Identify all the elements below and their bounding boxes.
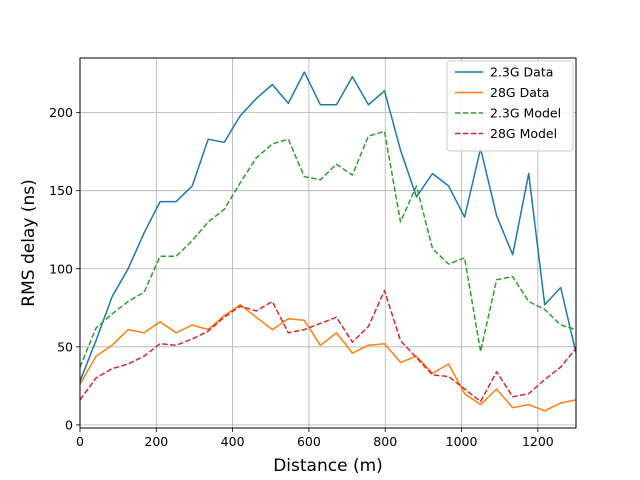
series-line-28g-model [79,289,577,403]
y-tick-label: 200 [49,105,73,120]
legend-label: 28G Data [490,85,549,100]
legend-label: 2.3G Data [490,65,553,80]
legend-label: 28G Model [490,126,557,141]
x-tick-label: 400 [221,434,245,449]
series-line-28g-data [79,303,577,412]
x-tick-label: 600 [297,434,321,449]
x-tick-label: 0 [76,434,84,449]
x-tick-label: 1000 [446,434,478,449]
y-axis-label: RMS delay (ns) [19,179,39,306]
series-line-2-3g-model [79,130,577,368]
x-axis-label: Distance (m) [273,456,383,476]
legend-label: 2.3G Model [490,106,561,121]
x-tick-label: 800 [373,434,397,449]
y-axis-ticks: 0 50 100 150 200 [49,105,80,432]
plot-frame [79,57,577,429]
y-tick-label: 50 [57,339,73,354]
x-tick-label: 200 [144,434,168,449]
legend: 2.3G Data 28G Data 2.3G Model 28G Model [446,60,574,152]
series-lines [79,71,577,412]
y-tick-label: 0 [65,417,73,432]
legend-box [446,60,574,152]
y-tick-label: 100 [49,261,73,276]
y-tick-label: 150 [49,183,73,198]
x-axis-ticks: 0 200 400 600 800 1000 1200 [76,428,554,449]
series-line-2-3g-data [79,71,577,382]
x-tick-label: 1200 [522,434,554,449]
